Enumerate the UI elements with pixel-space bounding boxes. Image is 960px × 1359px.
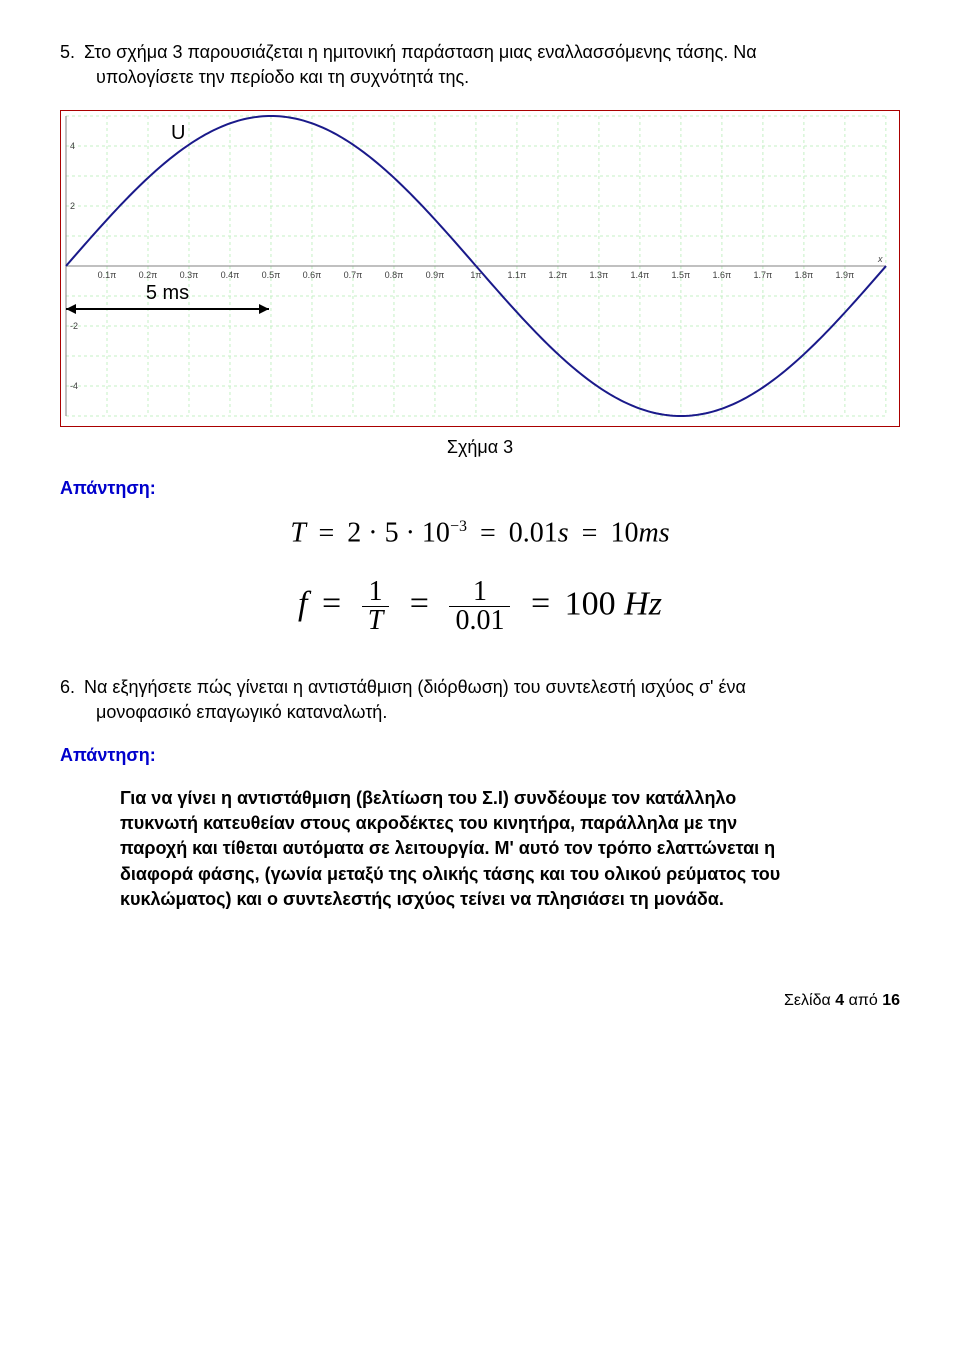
svg-text:-2: -2 [70,321,78,331]
eq-sign: = [480,518,496,549]
svg-text:0.6π: 0.6π [303,270,322,280]
answer-6-body: Για να γίνει η αντιστάθμιση (βελτίωση το… [120,786,900,912]
formula-frequency: f = 1 T = 1 0.01 = 100 Hz [60,578,900,635]
svg-text:0.8π: 0.8π [385,270,404,280]
frac2-num: 1 [449,578,510,607]
svg-text:1.6π: 1.6π [713,270,732,280]
svg-text:1.7π: 1.7π [754,270,773,280]
svg-text:-4: -4 [70,381,78,391]
eq-sign: = [322,585,341,622]
svg-text:1.8π: 1.8π [795,270,814,280]
answer-label-6: Απάντηση: [60,745,900,766]
svg-text:1.5π: 1.5π [672,270,691,280]
footer-mid: από [844,992,882,1009]
eq-sign: = [410,585,429,622]
f1-unit-ms: ms [638,518,669,549]
q6-line2: μονοφασικό επαγωγικό καταναλωτή. [96,702,387,722]
q5-line1: Στο σχήμα 3 παρουσιάζεται η ημιτονική πα… [84,42,757,62]
eq-sign: = [318,518,334,549]
f2-unit: Hz [624,585,662,622]
f1-rhs2: 0.01 [509,518,558,549]
f1-unit-s: s [558,518,569,549]
q6-num: 6. [60,675,84,700]
f1-exp: −3 [450,518,467,535]
svg-text:2: 2 [70,201,75,211]
svg-text:0.4π: 0.4π [221,270,240,280]
q5-num: 5. [60,40,84,65]
svg-text:U: U [171,122,185,144]
frac-1: 1 T [362,578,390,635]
svg-text:1.4π: 1.4π [631,270,650,280]
formula-period: T = 2 · 5 · 10−3 = 0.01s = 10ms [60,519,900,547]
sine-chart-container: 0.1π0.2π0.3π0.4π0.5π0.6π0.7π0.8π0.9π1π1.… [60,110,900,427]
eq-sign: = [582,518,598,549]
a6-p1d: Μ' αυτό τον τρόπο ελαττώνεται η [489,838,775,858]
svg-text:0.9π: 0.9π [426,270,445,280]
f1-rhs3: 10 [610,518,638,549]
question-5: 5.Στο σχήμα 3 παρουσιάζεται η ημιτονική … [60,40,900,90]
q5-line2: υπολογίσετε την περίοδο και τη συχνότητά… [96,67,469,87]
frac-2: 1 0.01 [449,578,510,635]
footer-prefix: Σελίδα [784,992,835,1009]
a6-p1a: Για να γίνει η αντιστάθμιση (βελτίωση το… [120,788,736,808]
svg-text:1.9π: 1.9π [836,270,855,280]
sine-chart: 0.1π0.2π0.3π0.4π0.5π0.6π0.7π0.8π0.9π1π1.… [61,111,891,421]
f2-rhs: 100 [565,585,616,622]
a6-p1b: πυκνωτή κατευθείαν στους ακροδέκτες του … [120,813,737,833]
svg-text:0.7π: 0.7π [344,270,363,280]
svg-text:0.5π: 0.5π [262,270,281,280]
frac1-den: T [362,607,390,635]
f1-T: T [290,518,305,549]
svg-text:x: x [877,254,883,264]
question-6: 6.Να εξηγήσετε πώς γίνεται η αντιστάθμισ… [60,675,900,725]
page-footer: Σελίδα 4 από 16 [60,992,900,1010]
footer-total: 16 [882,992,900,1009]
svg-text:1.3π: 1.3π [590,270,609,280]
f2-f: f [298,585,307,622]
chart-caption: Σχήμα 3 [60,437,900,458]
frac2-den: 0.01 [449,607,510,635]
a6-p1c: παροχή και τίθεται αυτόματα σε λειτουργί… [120,838,489,858]
f1-rhs1: 2 · 5 · 10 [347,518,450,549]
q6-line1: Να εξηγήσετε πώς γίνεται η αντιστάθμιση … [84,677,746,697]
a6-p1f: κυκλώματος) και ο συντελεστής ισχύος τεί… [120,889,724,909]
eq-sign: = [531,585,550,622]
svg-text:5 ms: 5 ms [146,282,189,304]
a6-p1e: διαφορά φάσης, (γωνία μεταξύ της ολικής … [120,864,780,884]
frac1-num: 1 [362,578,390,607]
svg-text:4: 4 [70,141,75,151]
svg-text:1.1π: 1.1π [508,270,527,280]
footer-page: 4 [835,992,844,1009]
svg-text:0.3π: 0.3π [180,270,199,280]
svg-text:0.1π: 0.1π [98,270,117,280]
svg-text:1.2π: 1.2π [549,270,568,280]
answer-label-5: Απάντηση: [60,478,900,499]
svg-text:0.2π: 0.2π [139,270,158,280]
